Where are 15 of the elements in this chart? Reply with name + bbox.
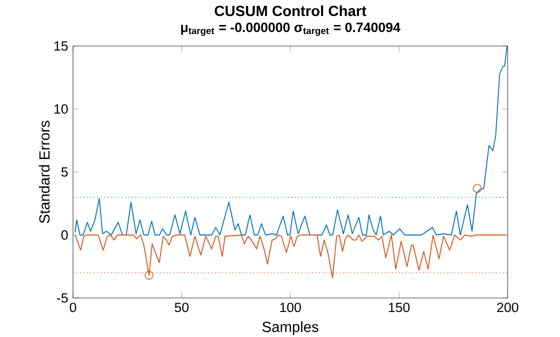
chart-subtitle: μ$_{target}$ = -0.000000 σ$_{target}$ = 0.740094 [181,22,400,36]
y-tick-label: -5 [57,293,68,303]
x-tick-label: 50 [174,302,189,312]
y-tick-label: 10 [54,104,68,114]
y-tick-label: 15 [54,41,68,51]
y-tick-label: 0 [61,230,68,240]
y-axis-title: Standard Errors [38,120,50,224]
x-axis-title: Samples [262,321,318,335]
y-tick-label: 5 [61,167,68,177]
x-tick-label: 0 [70,302,76,312]
line-series [74,234,507,278]
chart-title: CUSUM Control Chart [214,5,366,16]
x-tick-label: 200 [497,302,518,312]
x-tick-label: 150 [388,302,410,312]
x-tick-label: 100 [280,302,301,312]
